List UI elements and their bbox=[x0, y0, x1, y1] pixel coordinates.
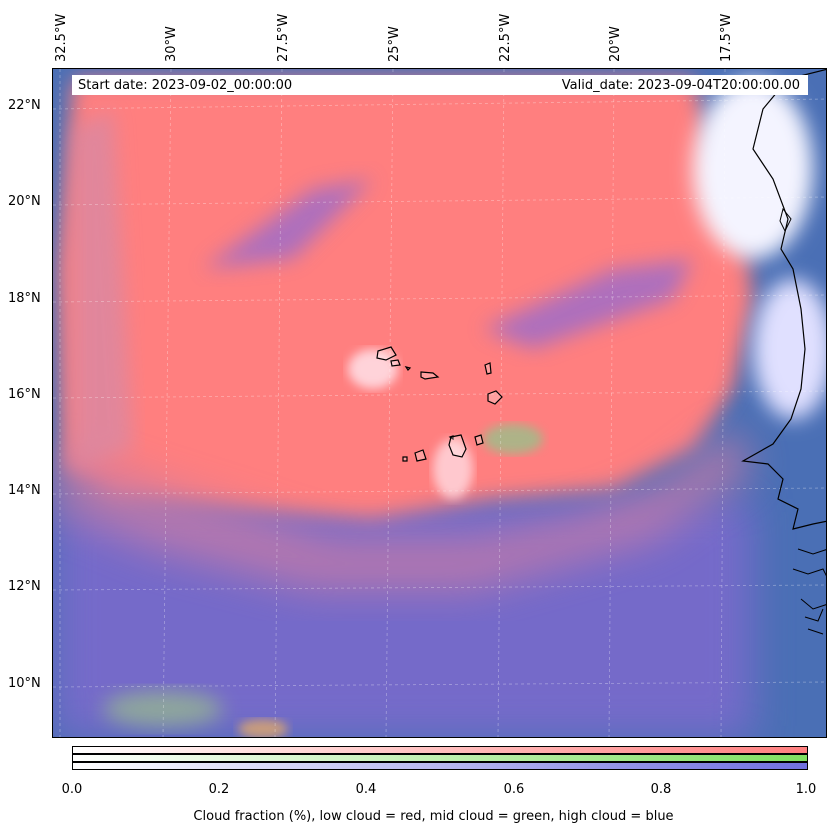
bissau-islands bbox=[792, 548, 826, 635]
island-sao-nicolau bbox=[420, 371, 440, 380]
island-sao-vicente bbox=[390, 359, 401, 367]
colorbar-high-cloud bbox=[72, 762, 808, 770]
lat-label-14n: 14°N bbox=[8, 483, 41, 498]
lon-label-25w: 25°W bbox=[387, 26, 402, 62]
high-cloud-streak-2 bbox=[483, 259, 693, 349]
coast-feature bbox=[779, 207, 792, 233]
low-cloud-main bbox=[58, 79, 753, 519]
colorbar-tick-0: 0.0 bbox=[61, 782, 83, 797]
clear-area-east bbox=[753, 279, 826, 419]
start-date-label: Start date: 2023-09-02_00:00:00 bbox=[78, 78, 293, 93]
map-canvas bbox=[53, 69, 826, 737]
colorbar-tick-0-6: 0.6 bbox=[503, 782, 525, 797]
island-small bbox=[402, 456, 408, 462]
lon-label-27-5w: 27.5°W bbox=[276, 13, 291, 62]
colorbar-tick-0-4: 0.4 bbox=[355, 782, 377, 797]
lon-label-22-5w: 22.5°W bbox=[498, 13, 513, 62]
island-santiago bbox=[448, 434, 467, 458]
island-fogo bbox=[414, 449, 427, 462]
cloud-fraction-map bbox=[52, 68, 827, 738]
lat-label-18n: 18°N bbox=[8, 291, 41, 306]
mid-cloud-patch bbox=[483, 424, 543, 454]
lon-label-32-5w: 32.5°W bbox=[54, 13, 69, 62]
colorbar-tick-0-2: 0.2 bbox=[208, 782, 230, 797]
clear-area-northeast bbox=[693, 79, 813, 259]
lon-label-30w: 30°W bbox=[164, 26, 179, 62]
valid-date-label: Valid_date: 2023-09-04T20:00:00.00 bbox=[561, 78, 800, 93]
high-cloud-streak-1 bbox=[203, 179, 373, 269]
cabo-verde-islands bbox=[376, 346, 503, 462]
island-boa-vista bbox=[487, 390, 503, 405]
island-maio bbox=[474, 434, 484, 446]
lat-label-16n: 16°N bbox=[8, 387, 41, 402]
island-santa-luzia bbox=[404, 366, 412, 371]
colorbar-tick-1: 1.0 bbox=[795, 782, 817, 797]
west-africa-coastline bbox=[741, 69, 826, 530]
island-santo-antao bbox=[376, 346, 397, 361]
graticule bbox=[53, 69, 826, 737]
colorbar-tick-0-8: 0.8 bbox=[650, 782, 672, 797]
colorbar-label: Cloud fraction (%), low cloud = red, mid… bbox=[193, 809, 674, 824]
mid-cloud-south bbox=[103, 691, 223, 727]
island-sal bbox=[484, 362, 492, 375]
mixed-cloud-patch bbox=[238, 719, 288, 737]
colorbar-mid-cloud bbox=[72, 754, 808, 762]
west-edge-band bbox=[73, 109, 133, 469]
lat-label-10n: 10°N bbox=[8, 676, 41, 691]
lon-label-17-5w: 17.5°W bbox=[719, 13, 734, 62]
date-header: Start date: 2023-09-02_00:00:00 Valid_da… bbox=[72, 75, 808, 95]
lon-label-20w: 20°W bbox=[608, 26, 623, 62]
colorbar-low-cloud bbox=[72, 746, 808, 754]
clear-patch-1 bbox=[348, 349, 398, 389]
lat-label-12n: 12°N bbox=[8, 579, 41, 594]
lat-label-22n: 22°N bbox=[8, 98, 41, 113]
mixed-cloud-band bbox=[53, 429, 753, 589]
lat-label-20n: 20°N bbox=[8, 194, 41, 209]
